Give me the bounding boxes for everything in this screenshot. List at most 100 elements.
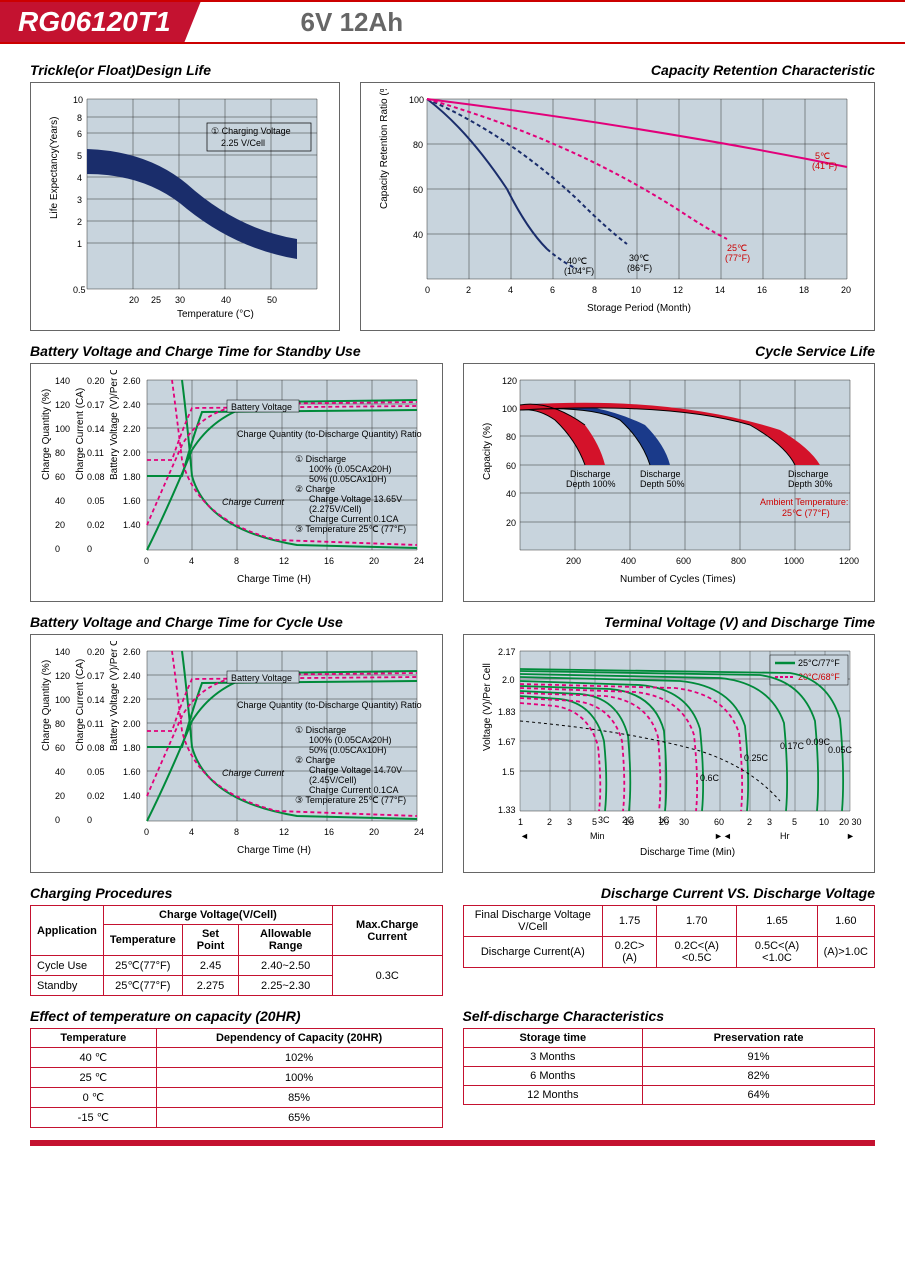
svg-text:1000: 1000 (784, 556, 804, 566)
svg-text:6: 6 (550, 285, 555, 295)
svg-text:2.00: 2.00 (123, 719, 141, 729)
svg-text:1.5: 1.5 (502, 767, 515, 777)
svg-text:Depth 50%: Depth 50% (640, 479, 685, 489)
svg-text:8: 8 (592, 285, 597, 295)
svg-text:1: 1 (518, 817, 523, 827)
svg-text:0.20: 0.20 (87, 376, 105, 386)
svg-text:0: 0 (144, 827, 149, 837)
svg-text:0: 0 (144, 556, 149, 566)
svg-text:(86°F): (86°F) (627, 263, 652, 273)
svg-text:40: 40 (55, 767, 65, 777)
svg-text:20: 20 (659, 817, 669, 827)
svg-text:0.17C: 0.17C (780, 741, 805, 751)
svg-text:0.02: 0.02 (87, 520, 105, 530)
svg-text:16: 16 (324, 556, 334, 566)
svg-text:5: 5 (592, 817, 597, 827)
svg-text:25℃: 25℃ (727, 243, 747, 253)
svg-text:Charge Voltage 13.65V: Charge Voltage 13.65V (309, 494, 402, 504)
svg-text:100: 100 (502, 404, 517, 414)
svg-text:800: 800 (731, 556, 746, 566)
svg-text:200: 200 (566, 556, 581, 566)
svg-text:0: 0 (55, 815, 60, 825)
svg-text:0: 0 (55, 544, 60, 554)
tempeffect-table: TemperatureDependency of Capacity (20HR)… (30, 1028, 443, 1128)
svg-text:2.60: 2.60 (123, 647, 141, 657)
svg-text:4: 4 (508, 285, 513, 295)
svg-text:2.17: 2.17 (498, 647, 516, 657)
svg-text:Capacity Retention Ratio (%): Capacity Retention Ratio (%) (379, 89, 390, 209)
svg-text:80: 80 (413, 140, 423, 150)
svg-text:20: 20 (55, 791, 65, 801)
svg-text:Capacity (%): Capacity (%) (482, 423, 493, 480)
svg-text:18: 18 (799, 285, 809, 295)
svg-text:Hr: Hr (780, 831, 790, 841)
svg-text:2.60: 2.60 (123, 376, 141, 386)
svg-text:2.40: 2.40 (123, 400, 141, 410)
svg-text:0.6C: 0.6C (700, 773, 720, 783)
svg-text:16: 16 (324, 827, 334, 837)
svg-text:10: 10 (819, 817, 829, 827)
svg-text:8: 8 (77, 113, 82, 123)
svg-text:40: 40 (413, 230, 423, 240)
svg-text:Charge Voltage 14.70V: Charge Voltage 14.70V (309, 765, 402, 775)
svg-text:② Charge: ② Charge (295, 484, 335, 494)
svg-text:10: 10 (631, 285, 641, 295)
svg-text:Discharge: Discharge (570, 469, 611, 479)
svg-text:80: 80 (55, 448, 65, 458)
svg-text:10: 10 (624, 817, 634, 827)
svg-text:40: 40 (506, 489, 516, 499)
svg-text:0.17: 0.17 (87, 671, 105, 681)
svg-text:Charge Time (H): Charge Time (H) (237, 845, 311, 856)
svg-text:1.40: 1.40 (123, 520, 141, 530)
svg-text:Charge Quantity (%): Charge Quantity (%) (41, 389, 52, 480)
spec-title: 6V 12Ah (301, 7, 404, 38)
discharge-title: Discharge Current VS. Discharge Voltage (463, 885, 876, 901)
svg-text:0.14: 0.14 (87, 424, 105, 434)
svg-text:100: 100 (55, 424, 70, 434)
svg-text:5: 5 (792, 817, 797, 827)
terminal-title: Terminal Voltage (V) and Discharge Time (463, 614, 876, 630)
svg-text:5℃: 5℃ (815, 151, 830, 161)
svg-text:0: 0 (87, 544, 92, 554)
svg-text:80: 80 (506, 432, 516, 442)
svg-text:60: 60 (55, 472, 65, 482)
svg-text:16: 16 (757, 285, 767, 295)
svg-text:(104°F): (104°F) (564, 266, 594, 276)
cyclecharge-title: Battery Voltage and Charge Time for Cycl… (30, 614, 443, 630)
discharge-table: Final Discharge Voltage V/Cell 1.75 1.70… (463, 905, 876, 968)
svg-text:50% (0.05CAx10H): 50% (0.05CAx10H) (309, 745, 387, 755)
svg-text:Storage Period (Month): Storage Period (Month) (587, 303, 691, 314)
svg-text:3C: 3C (598, 815, 610, 825)
svg-text:600: 600 (676, 556, 691, 566)
svg-text:③ Temperature 25℃ (77°F): ③ Temperature 25℃ (77°F) (295, 795, 406, 805)
svg-text:14: 14 (715, 285, 725, 295)
svg-text:50% (0.05CAx10H): 50% (0.05CAx10H) (309, 474, 387, 484)
svg-text:Charge Time (H): Charge Time (H) (237, 574, 311, 585)
svg-text:0.08: 0.08 (87, 472, 105, 482)
svg-text:24: 24 (414, 556, 424, 566)
svg-text:Charge Quantity (%): Charge Quantity (%) (41, 660, 52, 751)
svg-text:Battery Voltage: Battery Voltage (231, 402, 292, 412)
svg-text:0.20: 0.20 (87, 647, 105, 657)
svg-text:◄: ◄ (520, 831, 529, 841)
svg-text:60: 60 (413, 185, 423, 195)
svg-text:2.00: 2.00 (123, 448, 141, 458)
svg-text:Discharge: Discharge (640, 469, 681, 479)
selfdischarge-table: Storage timePreservation rate 3 Months91… (463, 1028, 876, 1105)
svg-text:100: 100 (55, 695, 70, 705)
svg-text:0.02: 0.02 (87, 791, 105, 801)
svg-text:60: 60 (506, 461, 516, 471)
svg-text:2.20: 2.20 (123, 695, 141, 705)
svg-text:Depth 100%: Depth 100% (566, 479, 616, 489)
svg-text:1.40: 1.40 (123, 791, 141, 801)
svg-text:6: 6 (77, 129, 82, 139)
svg-text:2: 2 (747, 817, 752, 827)
svg-text:20: 20 (55, 520, 65, 530)
svg-text:(41°F): (41°F) (812, 161, 837, 171)
svg-text:12: 12 (279, 556, 289, 566)
svg-text:(2.275V/Cell): (2.275V/Cell) (309, 504, 362, 514)
svg-text:0: 0 (87, 815, 92, 825)
svg-text:5: 5 (77, 151, 82, 161)
svg-text:0.08: 0.08 (87, 743, 105, 753)
svg-text:1: 1 (77, 239, 82, 249)
